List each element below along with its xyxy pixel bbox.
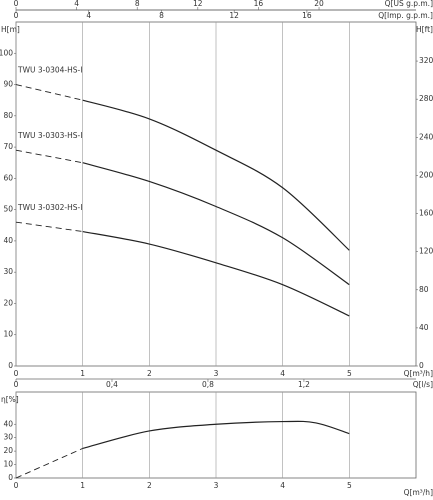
secondary-axis-label: Q[Imp. g.p.m.] (378, 11, 433, 20)
series-line-extrapolated (15, 448, 83, 479)
x-tick-label: 3 (214, 481, 219, 490)
y2-tick-label: 240 (419, 132, 433, 141)
y-tick-label: 20 (3, 298, 13, 307)
y-tick-label: 40 (3, 236, 13, 245)
y-tick-label: 30 (3, 267, 13, 276)
y2-tick-label: 280 (419, 94, 433, 103)
secondary-axis-tick-label: 0,4 (106, 380, 118, 389)
y-tick-label: 10 (3, 460, 13, 469)
y-tick-label: 100 (0, 48, 13, 57)
y-tick-label: 90 (3, 80, 13, 89)
y2-axis-label: H[ft] (416, 25, 433, 34)
y-tick-label: 50 (3, 205, 13, 214)
series-line-extrapolated (15, 84, 83, 101)
x-axis-label: Q[m³/h] (404, 369, 433, 378)
y-tick-label: 20 (3, 446, 13, 455)
secondary-axis-tick-label: 12 (193, 0, 203, 8)
x-tick-label: 5 (347, 481, 352, 490)
y-tick-label: 10 (3, 330, 13, 339)
series-line (82, 99, 350, 251)
y2-tick-label: 200 (419, 170, 433, 179)
secondary-axis-tick-label: 0 (14, 11, 19, 20)
series-label: TWU 3-0302-HS-I (17, 203, 82, 212)
secondary-axis-label: Q[US g.p.m.] (385, 0, 433, 8)
y-tick-label: 0 (8, 473, 13, 482)
y-tick-label: 60 (3, 173, 13, 182)
x-tick-label: 4 (280, 369, 285, 378)
series-line-extrapolated (15, 221, 83, 232)
series-line (82, 420, 350, 450)
x-tick-label: 3 (214, 369, 219, 378)
x-tick-label: 2 (147, 481, 152, 490)
y-axis-label: H[m] (1, 25, 20, 34)
x-tick-label: 5 (347, 369, 352, 378)
x-tick-label: 1 (80, 481, 85, 490)
secondary-axis-tick-label: 8 (135, 0, 140, 8)
secondary-axis-tick-label: 1,2 (298, 380, 310, 389)
series-line (82, 162, 350, 286)
secondary-axis-tick-label: 20 (314, 0, 324, 8)
series-line (82, 230, 350, 317)
secondary-axis-tick-label: 0,8 (202, 380, 214, 389)
secondary-axis-tick-label: 4 (86, 11, 91, 20)
secondary-axis-tick-label: 16 (254, 0, 264, 8)
y-tick-label: 0 (8, 361, 13, 370)
y2-tick-label: 320 (419, 56, 433, 65)
y2-tick-label: 80 (419, 285, 429, 294)
series-line-extrapolated (15, 149, 83, 164)
secondary-axis-label: Q[l/s] (413, 380, 433, 389)
x-axis-label: Q[m³/h] (404, 488, 433, 497)
secondary-axis-tick-label: 4 (74, 0, 79, 8)
y2-tick-label: 40 (419, 323, 429, 332)
y2-tick-label: 0 (419, 361, 424, 370)
x-tick-label: 1 (80, 369, 85, 378)
secondary-axis-tick-label: 12 (229, 11, 239, 20)
x-tick-label: 4 (280, 481, 285, 490)
y-tick-label: 70 (3, 142, 13, 151)
secondary-axis-tick-label: 8 (159, 11, 164, 20)
series-label: TWU 3-0303-HS-I (17, 131, 82, 140)
secondary-axis-tick-label: 0 (14, 380, 19, 389)
y-tick-label: 80 (3, 111, 13, 120)
secondary-axis-tick-label: 16 (302, 11, 312, 20)
secondary-axis-tick-label: 0 (14, 0, 19, 8)
x-tick-label: 0 (14, 369, 19, 378)
x-tick-label: 2 (147, 369, 152, 378)
y2-tick-label: 160 (419, 209, 433, 218)
series-label: TWU 3-0304-HS-I (17, 66, 82, 75)
y2-tick-label: 120 (419, 247, 433, 256)
y-tick-label: 40 (3, 419, 13, 428)
y-axis-label: η[%] (1, 395, 19, 404)
y-tick-label: 30 (3, 433, 13, 442)
x-tick-label: 0 (14, 481, 19, 490)
